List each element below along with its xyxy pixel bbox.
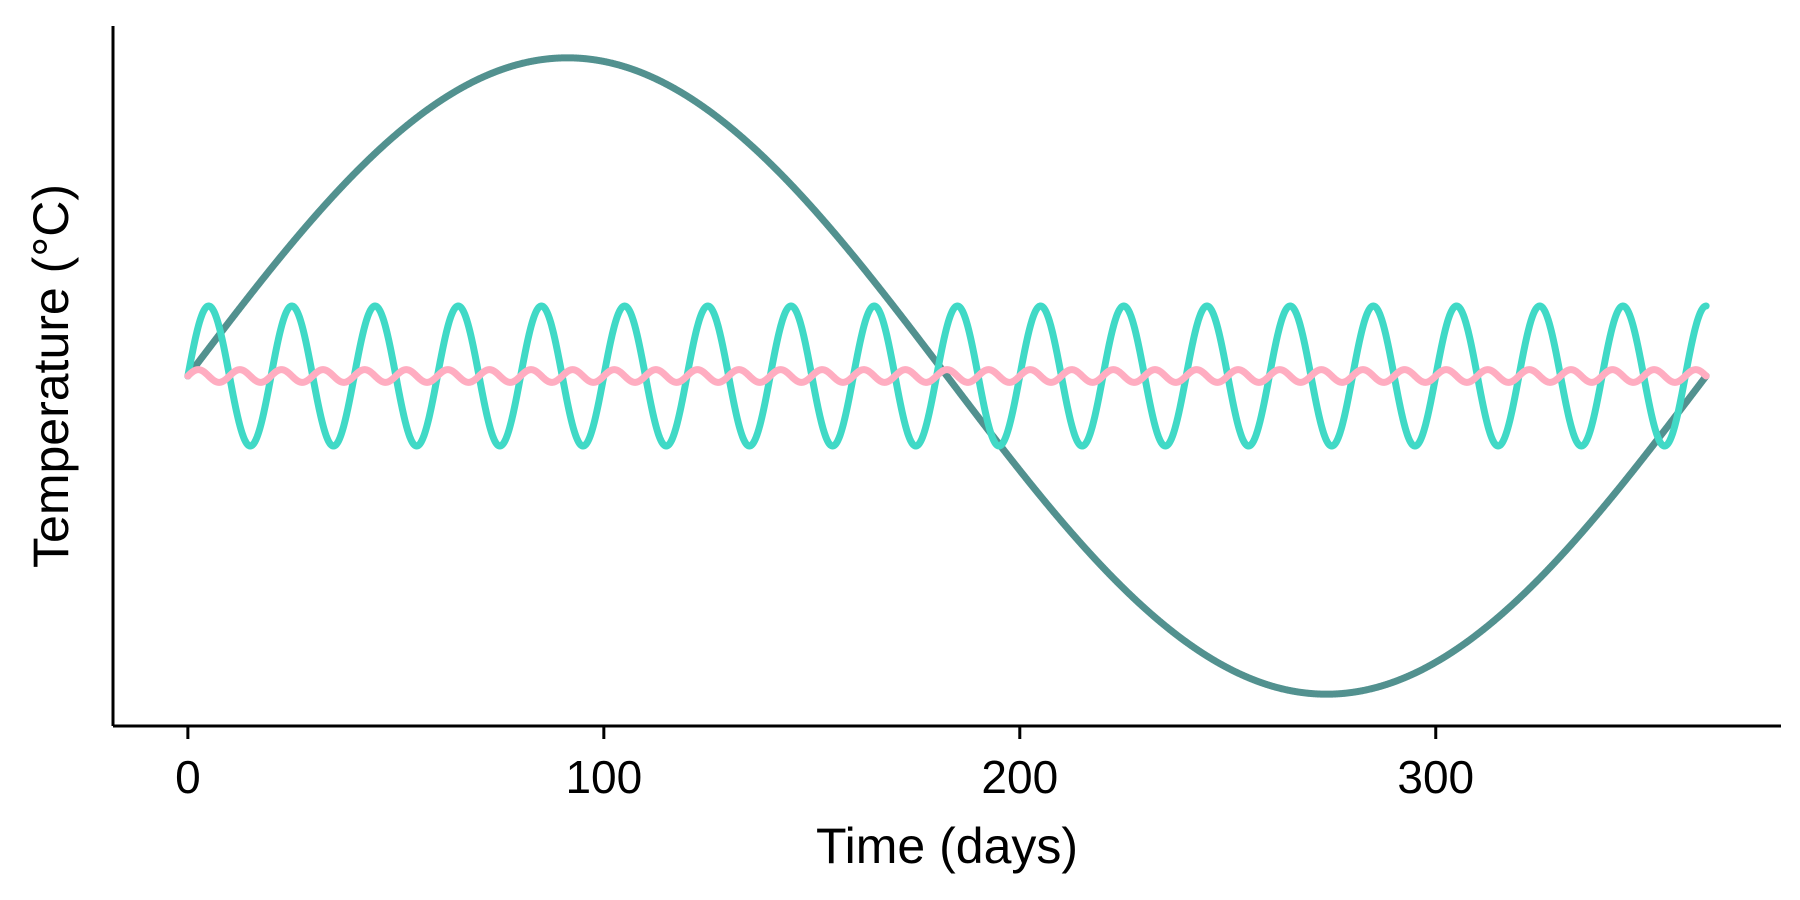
x-tick-label: 0	[175, 751, 201, 803]
x-ticks: 0 100 200 300	[175, 726, 1474, 803]
x-tick-label: 100	[565, 751, 642, 803]
x-tick-label: 200	[981, 751, 1058, 803]
x-axis-label: Time (days)	[816, 818, 1078, 874]
series-line-1	[184, 54, 1710, 698]
y-axis-label: Temperature (°C)	[23, 184, 79, 568]
x-tick-label: 300	[1397, 751, 1474, 803]
series-line-2	[184, 302, 1710, 450]
series-line-3	[184, 366, 1710, 386]
plot-area	[184, 54, 1710, 698]
